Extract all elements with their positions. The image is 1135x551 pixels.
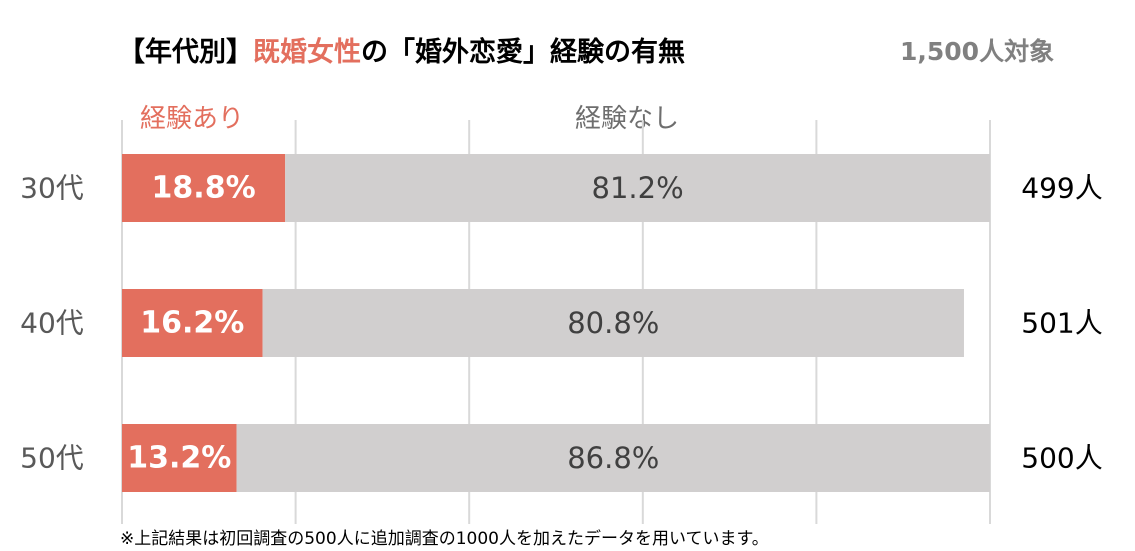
data-label-not-experienced: 80.8% xyxy=(567,306,659,340)
data-label-experienced: 18.8% xyxy=(152,171,256,206)
data-label-experienced: 16.2% xyxy=(140,306,244,341)
respondent-count: 500人 xyxy=(1021,442,1102,475)
legend-experienced: 経験あり xyxy=(140,104,245,134)
bar-experienced xyxy=(122,424,237,492)
legend-not-experienced: 経験なし xyxy=(575,104,680,134)
bar-experienced xyxy=(122,289,263,357)
data-label-not-experienced: 86.8% xyxy=(567,441,659,475)
bar-not-experienced xyxy=(236,424,991,492)
bar-not-experienced xyxy=(285,154,991,222)
data-label-experienced: 13.2% xyxy=(127,441,231,476)
sample-size-label: 1,500人対象 xyxy=(900,37,1055,66)
title-highlight: 既婚女性 xyxy=(253,37,361,68)
respondent-count: 501人 xyxy=(1021,307,1102,340)
footnote: ※上記結果は初回調査の500人に追加調査の1000人を加えたデータを用いています… xyxy=(120,529,769,549)
title-suffix: の「婚外恋愛」経験の有無 xyxy=(361,37,685,68)
chart-title: 【年代別】既婚女性の「婚外恋愛」経験の有無 xyxy=(118,30,685,69)
bar-not-experienced xyxy=(262,289,964,357)
bar-experienced xyxy=(122,154,286,222)
category-label: 50代 xyxy=(20,442,84,475)
category-label: 40代 xyxy=(20,307,84,340)
title-prefix: 【年代別】 xyxy=(118,37,253,68)
data-label-not-experienced: 81.2% xyxy=(592,171,684,205)
respondent-count: 499人 xyxy=(1021,172,1102,205)
category-label: 30代 xyxy=(20,172,84,205)
